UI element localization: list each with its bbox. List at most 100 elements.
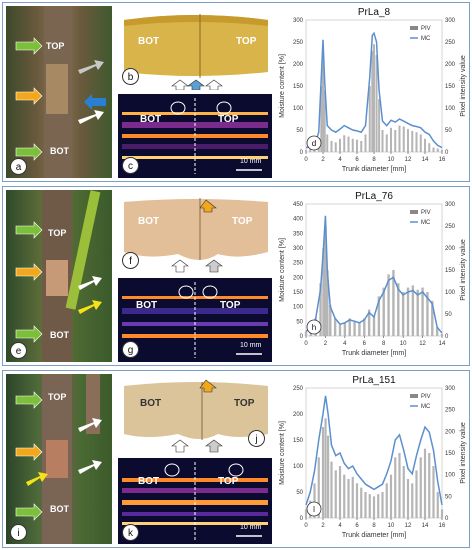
panel-label-c: c	[122, 157, 139, 174]
wood-section-photo-b: BOT TOP b	[118, 6, 272, 90]
piv-bar	[398, 453, 401, 518]
y2-axis-label: Pixel intensity value	[460, 422, 467, 484]
piv-bar	[406, 479, 410, 518]
x-tick-label: 16	[439, 523, 446, 529]
y-tick-label: 0	[300, 150, 304, 156]
y-tick-label: 100	[293, 464, 304, 470]
piv-bar	[363, 318, 366, 336]
piv-bar	[322, 248, 325, 336]
piv-bar	[348, 318, 351, 336]
legend-mc-label: MC	[421, 404, 431, 410]
piv-bar	[377, 494, 380, 518]
piv-bar	[385, 483, 388, 518]
y2-tick-label: 100	[445, 290, 456, 296]
piv-bar	[334, 470, 337, 518]
piv-bar	[334, 142, 337, 152]
y-tick-label: 0	[300, 334, 304, 340]
x-tick-label: 14	[422, 523, 429, 529]
y2-tick-label: 200	[445, 246, 456, 252]
piv-bar	[394, 130, 397, 152]
y-tick-label: 50	[296, 128, 303, 134]
y-axis-label: Moisture content [%]	[279, 421, 286, 485]
panel-label-circle	[306, 319, 322, 335]
piv-bar	[411, 130, 414, 152]
piv-bar	[402, 126, 405, 152]
panel-label-circle	[306, 135, 322, 151]
y2-tick-label: 50	[445, 494, 452, 500]
x-tick-label: 12	[405, 523, 412, 529]
piv-bar	[347, 136, 350, 152]
panel-label-d: d	[312, 139, 316, 148]
y-tick-label: 300	[293, 18, 304, 24]
trunk-photo-e: TOP BOT e	[6, 190, 112, 362]
photo-j-bot-label: BOT	[140, 398, 162, 409]
panel-label-e: e	[10, 342, 27, 359]
photo-g-bot-label: BOT	[136, 300, 158, 311]
y-tick-label: 100	[293, 106, 304, 112]
piv-bar	[416, 289, 419, 336]
x-tick-label: 0	[304, 341, 308, 347]
x-tick-label: 0	[304, 523, 308, 529]
piv-bar	[351, 138, 354, 152]
piv-bar	[375, 55, 378, 153]
piv-bar	[436, 148, 439, 152]
photo-k-top-label: TOP	[218, 476, 239, 487]
piv-bar	[367, 309, 371, 336]
piv-bar	[378, 99, 381, 152]
piv-bar	[392, 270, 395, 336]
piv-bar	[309, 149, 312, 152]
photo-c-top-label: TOP	[218, 114, 239, 125]
piv-bar	[398, 125, 401, 152]
scale-bar-k-label: 10 mm	[240, 524, 262, 531]
piv-bar	[428, 453, 431, 518]
y2-tick-label: 0	[445, 150, 449, 156]
x-tick-label: 14	[439, 341, 446, 347]
x-tick-label: 10	[388, 157, 395, 163]
trunk-photo-i: TOP BOT i	[6, 374, 112, 544]
photo-f-bot-label: BOT	[138, 216, 160, 227]
y2-tick-label: 250	[445, 224, 456, 230]
piv-bar	[402, 466, 405, 518]
piv-bar	[406, 287, 410, 336]
legend-piv-label: PIV	[421, 26, 431, 32]
piv-bar	[347, 479, 350, 518]
piv-bar	[313, 483, 316, 518]
x-tick-label: 2	[324, 341, 328, 347]
mri-g-overlay	[122, 282, 268, 358]
piv-bar	[355, 139, 359, 152]
y-tick-label: 300	[293, 246, 304, 252]
photo-a-top-label: TOP	[46, 41, 65, 51]
piv-bar	[372, 496, 376, 518]
wood-section-j-overlay	[124, 379, 268, 453]
trunk-photo-i-overlay	[15, 374, 102, 544]
panel-label-g: g	[122, 341, 139, 358]
piv-bar	[324, 418, 327, 518]
x-tick-label: 4	[343, 341, 347, 347]
y2-tick-label: 100	[445, 106, 456, 112]
photo-b-top-label: TOP	[236, 36, 257, 47]
panel-label-j: j	[248, 430, 265, 447]
photo-i-top-label: TOP	[48, 392, 67, 402]
photo-c-bot-label: BOT	[140, 114, 162, 125]
photo-e-bot-label: BOT	[50, 330, 69, 340]
y2-tick-label: 0	[445, 516, 449, 522]
chart-title: PrLa_8	[358, 7, 391, 18]
photo-f-top-label: TOP	[232, 216, 253, 227]
piv-bar	[343, 322, 347, 336]
y-tick-label: 250	[293, 261, 304, 267]
x-axis-label: Trunk diameter [mm]	[342, 532, 406, 539]
y-tick-label: 0	[300, 516, 304, 522]
piv-bar	[371, 50, 374, 152]
piv-bar	[428, 143, 431, 152]
piv-bar	[382, 287, 385, 336]
legend-mc-label: MC	[421, 220, 431, 226]
y2-axis-label: Pixel intensity value	[460, 55, 467, 117]
wood-section-photo-f: BOT TOP f	[118, 190, 272, 274]
piv-bar	[326, 270, 329, 336]
x-tick-label: 6	[363, 341, 367, 347]
panel-label-l: l	[313, 505, 315, 514]
piv-bar	[381, 130, 384, 152]
piv-bar	[368, 494, 371, 518]
panel-label-b: b	[122, 68, 139, 85]
piv-bar	[421, 287, 424, 336]
